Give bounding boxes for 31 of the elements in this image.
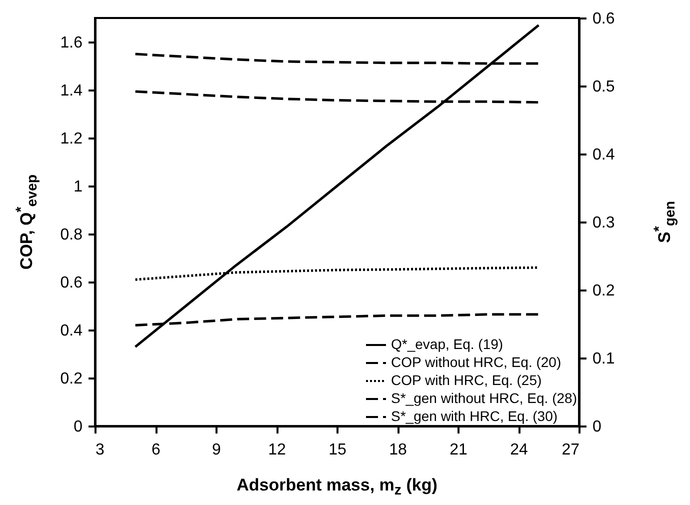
y2-tick-label: 0.6 xyxy=(592,10,615,28)
y2-tick-label: 0.3 xyxy=(592,214,615,232)
x-tick-label: 6 xyxy=(152,442,161,458)
y2-tick-label: 0.2 xyxy=(592,282,615,300)
x-tick-label: 24 xyxy=(510,442,528,458)
y2-tick-label: 0.5 xyxy=(592,78,615,96)
x-tick-label: 15 xyxy=(328,442,346,458)
x-tick-label: 12 xyxy=(268,442,286,458)
x-tick-label: 27 xyxy=(562,442,580,458)
y-tick-label: 1.6 xyxy=(60,34,83,52)
x-tick-label: 9 xyxy=(212,442,222,458)
y2-tick-label: 0 xyxy=(592,418,602,436)
legend-label: S*_gen with HRC, Eq. (30) xyxy=(391,408,558,424)
x-tick-label: 18 xyxy=(389,442,407,458)
legend-label: Q*_evap, Eq. (19) xyxy=(391,336,504,352)
y-tick-label: 1 xyxy=(74,178,83,196)
y-tick-label: 0.6 xyxy=(60,274,83,292)
x-tick-label: 3 xyxy=(96,442,104,458)
x-tick-label: 21 xyxy=(450,442,468,458)
y-tick-label: 1.4 xyxy=(60,82,83,100)
legend-label: COP with HRC, Eq. (25) xyxy=(391,372,542,388)
y2-tick-label: 0.1 xyxy=(592,350,615,368)
y-tick-label: 0.4 xyxy=(60,322,83,340)
y-tick-label: 0 xyxy=(74,418,83,436)
y-tick-label: 0.2 xyxy=(60,370,83,388)
y-tick-label: 1.2 xyxy=(60,130,83,148)
legend-label: S*_gen without HRC, Eq. (28) xyxy=(391,390,577,406)
y2-tick-label: 0.4 xyxy=(592,146,615,164)
x-axis-title: Adsorbent mass, m$_{z}$ (kg) xyxy=(236,475,438,499)
y-tick-label: 0.8 xyxy=(60,226,83,244)
legend-label: COP without HRC, Eq. (20) xyxy=(391,354,562,370)
